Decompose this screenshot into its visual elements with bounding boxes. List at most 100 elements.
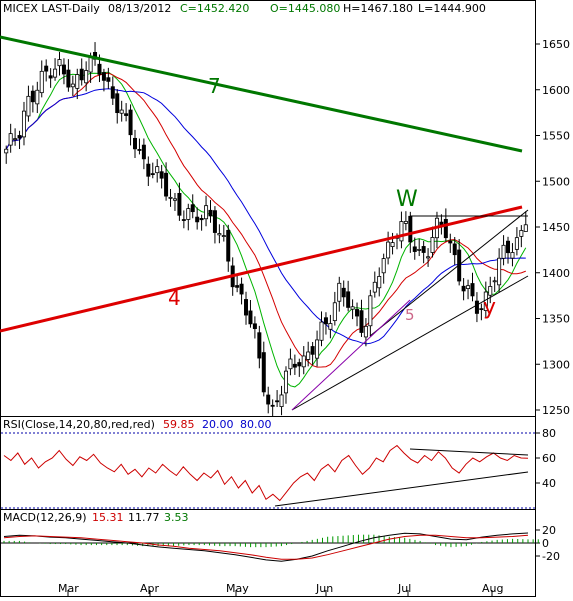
candle-body bbox=[137, 149, 142, 151]
candle-body bbox=[35, 89, 40, 105]
candle-body bbox=[359, 310, 364, 333]
candle-body bbox=[488, 286, 493, 296]
candle-body bbox=[412, 246, 417, 252]
candle-body bbox=[452, 243, 457, 256]
candle-body bbox=[30, 90, 35, 103]
candle-body bbox=[244, 299, 249, 316]
candle-body bbox=[443, 218, 448, 239]
candle-body bbox=[181, 219, 186, 221]
wedge-line bbox=[291, 299, 411, 411]
ma-short-line bbox=[5, 71, 527, 388]
candle-body bbox=[248, 310, 253, 325]
price-tick-label: 1600 bbox=[542, 84, 570, 97]
header-date: 08/13/2012 bbox=[108, 2, 171, 15]
candle-body bbox=[115, 93, 120, 114]
candle-body bbox=[519, 230, 524, 237]
candle-body bbox=[368, 295, 373, 327]
candle-body bbox=[146, 163, 151, 177]
candle-body bbox=[377, 276, 382, 289]
candle-body bbox=[346, 291, 351, 308]
candle-body bbox=[523, 224, 528, 232]
candle-body bbox=[164, 172, 169, 197]
candle-body bbox=[186, 208, 191, 220]
candle-body bbox=[150, 173, 155, 176]
candle-body bbox=[195, 216, 200, 223]
macd-tick-label: 0 bbox=[542, 537, 549, 550]
candle-body bbox=[399, 221, 404, 242]
support-line-2 bbox=[369, 209, 529, 337]
candle-body bbox=[470, 283, 475, 297]
candle-body bbox=[212, 210, 217, 233]
candle-body bbox=[44, 65, 49, 72]
candle-body bbox=[257, 332, 262, 359]
candle-body bbox=[283, 370, 288, 394]
candle-body bbox=[75, 74, 80, 89]
candle-body bbox=[479, 308, 484, 311]
month-label: Mar bbox=[58, 582, 79, 595]
candle-body bbox=[53, 68, 58, 78]
candle-body bbox=[319, 321, 324, 341]
label-4: 4 bbox=[168, 286, 181, 310]
label-y: y bbox=[483, 295, 496, 320]
rsi-line bbox=[3, 444, 529, 502]
macd-panel-frame bbox=[0, 509, 536, 597]
header-symbol: MICEX LAST-Daily bbox=[3, 2, 100, 15]
candle-body bbox=[190, 204, 195, 213]
price-tick-label: 1250 bbox=[542, 404, 570, 417]
candle-body bbox=[226, 229, 231, 262]
candle-body bbox=[408, 215, 413, 243]
candle-body bbox=[159, 171, 164, 179]
candle-body bbox=[70, 83, 75, 88]
candle-body bbox=[341, 287, 346, 298]
rsi-lower: 20.00 bbox=[202, 418, 234, 431]
candle-body bbox=[474, 300, 479, 314]
rsi-tick-label: 40 bbox=[542, 477, 556, 490]
candle-body bbox=[204, 205, 209, 220]
candle-body bbox=[297, 362, 302, 367]
month-label: Aug bbox=[482, 582, 503, 595]
macd-hist-value: 3.53 bbox=[164, 511, 189, 524]
macd-tick-label: 20 bbox=[542, 524, 556, 537]
rsi-tick-label: 60 bbox=[542, 452, 556, 465]
candle-body bbox=[88, 56, 93, 73]
rsi-axis: 80 60 40 bbox=[535, 427, 556, 490]
candle-body bbox=[48, 75, 53, 79]
candle-body bbox=[124, 113, 129, 116]
trendline-7 bbox=[0, 35, 523, 153]
candle-body bbox=[390, 242, 395, 247]
price-tick-label: 1550 bbox=[542, 130, 570, 143]
candle-body bbox=[510, 252, 515, 259]
candle-body bbox=[128, 109, 133, 136]
candle-body bbox=[363, 325, 368, 338]
candle-body bbox=[350, 306, 355, 310]
header-high: H=1467.180 bbox=[343, 2, 413, 15]
label-5: 5 bbox=[405, 306, 415, 324]
ma-long-line bbox=[5, 88, 526, 345]
macd-line bbox=[3, 532, 529, 562]
price-tick-label: 1400 bbox=[542, 267, 570, 280]
candle-body bbox=[292, 363, 297, 368]
candle-body bbox=[514, 237, 519, 250]
candle-body bbox=[288, 358, 293, 370]
candle-body bbox=[221, 235, 226, 237]
price-tick-label: 1300 bbox=[542, 358, 570, 371]
candle-body bbox=[177, 192, 182, 216]
rsi-current: 59.85 bbox=[163, 418, 195, 431]
candle-body bbox=[217, 233, 222, 236]
candle-body bbox=[426, 256, 431, 259]
candle-body bbox=[355, 309, 360, 317]
candle-body bbox=[235, 285, 240, 288]
macd-value: 15.31 bbox=[92, 511, 124, 524]
rsi-panel-frame bbox=[0, 416, 536, 510]
header-low: L=1444.900 bbox=[418, 2, 486, 15]
support-line bbox=[291, 275, 529, 411]
candle-body bbox=[381, 258, 386, 274]
rsi-trend-upper bbox=[409, 448, 529, 456]
candle-body bbox=[199, 218, 204, 221]
candle-body bbox=[386, 241, 391, 259]
candle-body bbox=[421, 246, 426, 253]
candle-body bbox=[110, 86, 115, 99]
candle-body bbox=[301, 355, 306, 368]
candle-body bbox=[57, 59, 62, 67]
candle-body bbox=[501, 244, 506, 259]
